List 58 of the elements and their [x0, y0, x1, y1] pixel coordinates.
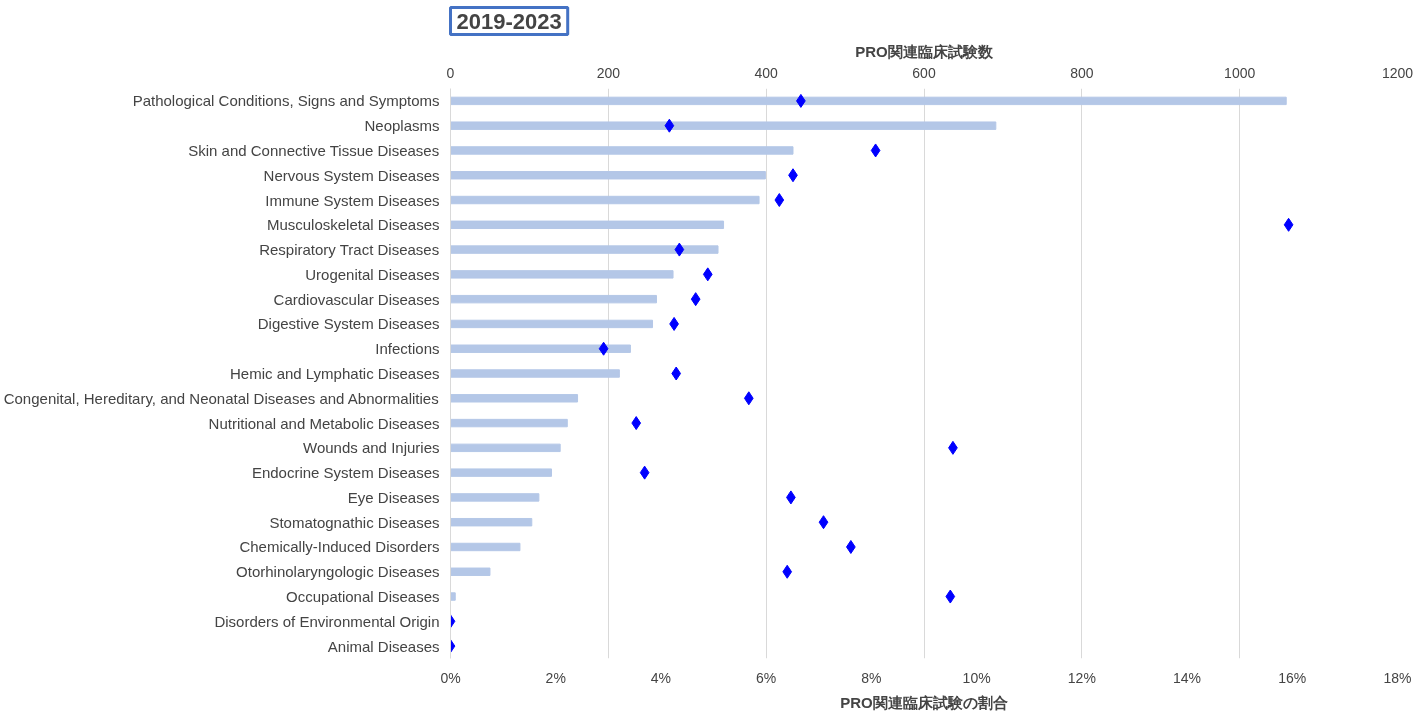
x2-tick-label: 0	[446, 64, 455, 81]
point	[690, 292, 701, 307]
y-tick-label: Animal Diseases	[327, 637, 440, 655]
point	[1283, 217, 1294, 232]
point	[702, 267, 713, 282]
x-tick-label: 6%	[756, 669, 777, 686]
y-tick-label: Endocrine System Diseases	[251, 464, 440, 482]
x2-tick-label: 400	[754, 64, 779, 81]
point	[743, 391, 754, 406]
point	[598, 341, 609, 356]
x2-tick-label: 800	[1070, 64, 1094, 81]
point	[774, 193, 785, 208]
y-tick-label: Nutritional and Metabolic Diseases	[208, 414, 440, 432]
y-tick-label: Hemic and Lymphatic Diseases	[229, 365, 440, 382]
x-tick-label: 10%	[962, 669, 991, 686]
point	[870, 143, 881, 158]
y-tick-label: Cardiovascular Diseases	[273, 290, 440, 308]
x-tick-label: 16%	[1278, 669, 1307, 686]
x-tick-label: 18%	[1383, 669, 1412, 686]
x2-tick-label: 1200	[1381, 64, 1414, 81]
y-tick-label: Respiratory Tract Diseases	[259, 241, 440, 259]
x-axis-title: PRO関連臨床試験の割合	[840, 693, 1008, 711]
point	[782, 564, 793, 579]
point	[664, 118, 675, 133]
x-tick-label: 12%	[1067, 669, 1096, 686]
y-tick-label: Nervous System Diseases	[263, 166, 440, 184]
point	[674, 242, 685, 257]
y-tick-label: Pathological Conditions, Signs and Symptoms	[132, 92, 440, 110]
y-tick-label: Chemically-Induced Disorders	[239, 538, 440, 556]
y-tick-label: Urogenital Diseases	[305, 265, 440, 283]
y-tick-label: Wounds and Injuries	[303, 439, 440, 457]
chart-title: 2019-2023	[456, 8, 562, 34]
y-tick-label: Otorhinolaryngologic Diseases	[236, 563, 440, 581]
y-tick-label: Neoplasms	[364, 117, 440, 135]
x-tick-label: 14%	[1173, 669, 1202, 686]
y-tick-label: Digestive System Diseases	[257, 315, 440, 333]
point	[631, 416, 642, 431]
y-tick-label: Skin and Connective Tissue Diseases	[188, 141, 440, 159]
x2-tick-label: 200	[596, 64, 621, 81]
x-tick-label: 4%	[650, 669, 672, 686]
y-tick-label: Musculoskeletal Diseases	[266, 216, 440, 234]
point	[818, 515, 829, 530]
y-tick-label: Eye Diseases	[347, 488, 440, 506]
point	[945, 589, 956, 604]
point	[671, 366, 682, 381]
y-tick-label: Disorders of Environmental Origin	[214, 612, 440, 630]
x-tick-label: 8%	[861, 669, 882, 686]
x2-tick-label: 600	[912, 64, 936, 81]
x2-tick-label: 1000	[1224, 64, 1256, 81]
y-tick-label: Infections	[375, 340, 440, 358]
y-tick-label: Immune System Diseases	[265, 191, 440, 209]
y-tick-label: Stomatognathic Diseases	[269, 513, 440, 531]
y-tick-label: Congenital, Hereditary, and Neonatal Diseases and Abnormalities	[3, 389, 439, 407]
y-tick-label: Occupational Diseases	[286, 588, 440, 606]
x-tick-label: 2%	[545, 669, 566, 686]
x-tick-label: 0%	[440, 669, 461, 686]
x2-axis-title: PRO関連臨床試験数	[855, 42, 994, 60]
point	[639, 465, 650, 480]
